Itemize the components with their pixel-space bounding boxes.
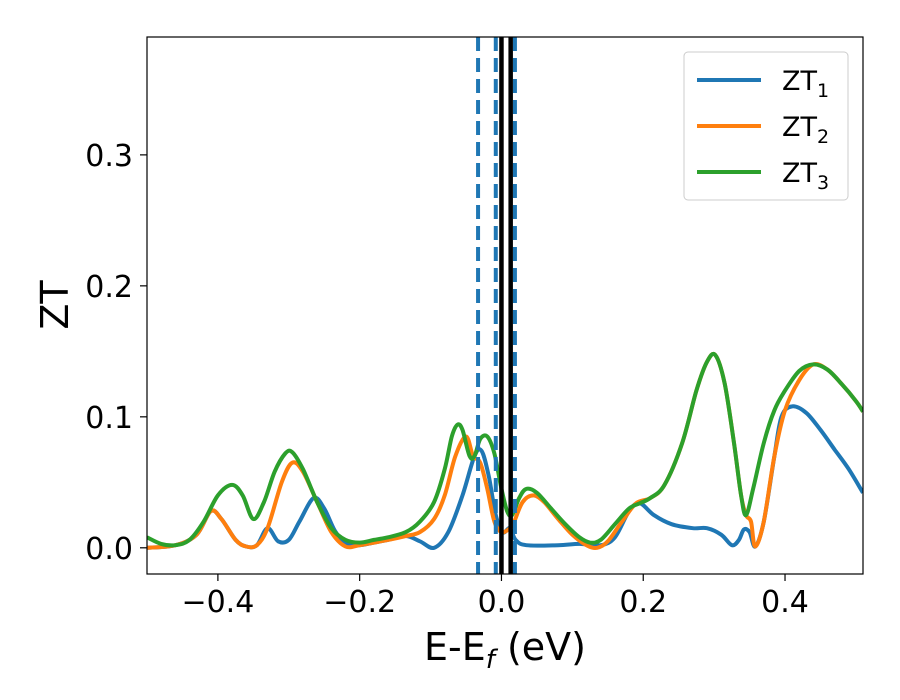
plot-frame [146, 36, 864, 575]
series-line-zt3 [147, 351, 863, 548]
legend-label-zt1: ZT1 [782, 66, 829, 102]
y-tick-label: 0.3 [85, 139, 133, 174]
series-line-zt2 [147, 351, 863, 550]
x-tick-label: 0.0 [478, 585, 526, 620]
x-axis-title: E-Ef (eV) [424, 625, 586, 675]
y-axis-title: ZT [33, 280, 77, 330]
x-axis: −0.4 −0.2 0.0 0.2 0.4 [181, 574, 809, 620]
legend: ZT1 ZT2 ZT3 [683, 51, 849, 201]
y-axis: 0.0 0.1 0.2 0.3 [85, 139, 147, 567]
legend-label-zt3: ZT3 [782, 158, 829, 194]
reference-lines [476, 37, 517, 574]
y-tick-label: 0.0 [85, 532, 133, 567]
legend-label-zt2: ZT2 [782, 112, 829, 148]
series-layer [147, 351, 863, 551]
legend-frame [683, 51, 849, 201]
y-tick-label: 0.1 [85, 401, 133, 436]
x-tick-label: −0.4 [181, 585, 254, 620]
x-tick-label: −0.2 [323, 585, 396, 620]
x-tick-label: 0.4 [761, 585, 809, 620]
y-tick-label: 0.2 [85, 270, 133, 305]
x-tick-label: 0.2 [619, 585, 667, 620]
